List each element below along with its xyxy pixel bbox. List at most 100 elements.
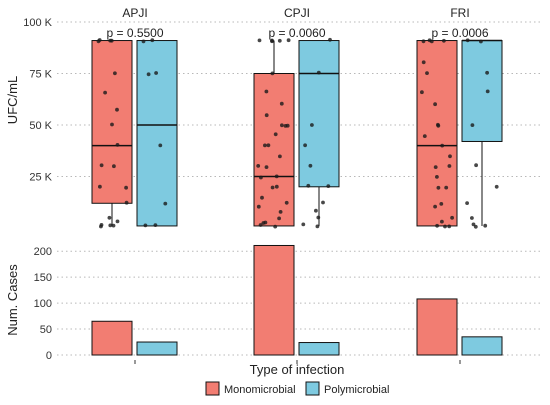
- data-point: [435, 223, 439, 228]
- bar-apji-monomicrobial: [91, 320, 133, 356]
- data-point: [316, 215, 321, 220]
- data-point: [280, 123, 284, 128]
- data-point: [470, 216, 474, 220]
- data-point: [306, 183, 311, 188]
- data-point: [436, 122, 440, 127]
- data-point: [301, 222, 306, 227]
- facet-label: FRI: [450, 6, 469, 20]
- data-point: [433, 102, 437, 107]
- bottom-panel: 0 50 100 150 200: [34, 244, 540, 364]
- data-point: [494, 184, 499, 189]
- data-point: [111, 223, 116, 228]
- data-point: [286, 38, 291, 43]
- bottom-y-tick-label: 100: [34, 298, 52, 310]
- data-point: [256, 164, 261, 168]
- data-point: [112, 164, 116, 169]
- data-point: [273, 132, 278, 137]
- data-point: [328, 37, 332, 42]
- bottom-y-tick-label: 50: [40, 324, 52, 336]
- box-body: [461, 40, 503, 142]
- data-point: [425, 71, 429, 75]
- data-point: [440, 219, 444, 224]
- bar-cpji-monomicrobial: [253, 244, 295, 356]
- data-point: [256, 204, 261, 209]
- data-point: [261, 221, 266, 225]
- data-point: [470, 123, 475, 127]
- p-value-label: p = 0.0006: [431, 26, 488, 40]
- data-point: [303, 143, 307, 148]
- data-point: [427, 38, 432, 43]
- legend-swatch: [205, 381, 220, 396]
- data-point: [107, 215, 112, 220]
- bottom-y-tick-label: 150: [34, 272, 52, 284]
- data-point: [440, 143, 445, 148]
- data-point: [450, 215, 454, 220]
- top-y-tick-label: 100 K: [23, 17, 52, 29]
- data-point: [108, 38, 113, 43]
- data-point: [316, 70, 321, 75]
- data-point: [115, 107, 119, 112]
- data-point: [277, 216, 281, 221]
- legend-label: Polymicrobial: [324, 384, 389, 396]
- data-point: [270, 185, 275, 190]
- data-point: [270, 71, 275, 76]
- facet-label: APJI: [122, 6, 147, 20]
- data-point: [444, 185, 449, 190]
- data-point: [143, 223, 148, 228]
- top-y-tick-label: 25 K: [29, 172, 52, 184]
- data-point: [158, 143, 163, 148]
- data-point: [146, 72, 151, 77]
- facet-label: CPJI: [284, 6, 310, 20]
- data-point: [479, 39, 483, 44]
- data-point: [465, 201, 469, 206]
- data-point: [485, 70, 489, 75]
- data-point: [465, 38, 470, 43]
- legend-swatch: [305, 381, 320, 396]
- data-point: [113, 71, 117, 76]
- data-point: [435, 175, 439, 179]
- data-point: [270, 39, 274, 44]
- data-point: [259, 175, 263, 180]
- data-point: [321, 200, 325, 205]
- data-point: [257, 38, 262, 43]
- data-point: [153, 223, 158, 228]
- bar-cpji-polymicrobial: [298, 342, 340, 356]
- data-point: [284, 200, 289, 205]
- data-point: [277, 38, 282, 43]
- data-point: [96, 39, 101, 44]
- box-cpji-monomicrobial: [253, 38, 295, 229]
- data-point: [263, 143, 267, 148]
- data-point: [433, 165, 438, 170]
- data-point: [421, 60, 426, 65]
- data-point: [98, 184, 102, 189]
- legend-label: Monomicrobial: [224, 384, 296, 396]
- data-point: [285, 123, 290, 128]
- data-point: [258, 223, 263, 227]
- data-point: [278, 154, 282, 159]
- data-point: [99, 224, 103, 229]
- bar-fri-monomicrobial: [416, 298, 458, 356]
- p-value-label: p = 0.0060: [268, 26, 325, 40]
- data-point: [485, 89, 490, 94]
- top-y-tick-label: 50 K: [29, 120, 52, 132]
- top-panel: 25 K 50 K 75 K 100 K APJI p = 0.5500 CPJI p = 0…: [23, 6, 540, 229]
- data-point: [279, 101, 284, 106]
- box-body: [136, 40, 178, 227]
- data-point: [108, 223, 113, 228]
- data-point: [264, 165, 269, 170]
- data-point: [266, 143, 271, 148]
- data-point: [315, 224, 320, 229]
- data-point: [124, 185, 128, 190]
- data-point: [326, 184, 331, 189]
- bar-apji-polymicrobial: [136, 341, 178, 356]
- bottom-y-axis-title: Num. Cases: [5, 264, 20, 336]
- data-point: [474, 163, 478, 168]
- box-fri-polymicrobial: [461, 38, 503, 229]
- data-point: [264, 113, 269, 118]
- data-point: [473, 224, 478, 229]
- data-point: [439, 202, 444, 206]
- data-point: [422, 134, 427, 139]
- bottom-y-tick-label: 200: [34, 246, 52, 258]
- box-body: [298, 40, 340, 188]
